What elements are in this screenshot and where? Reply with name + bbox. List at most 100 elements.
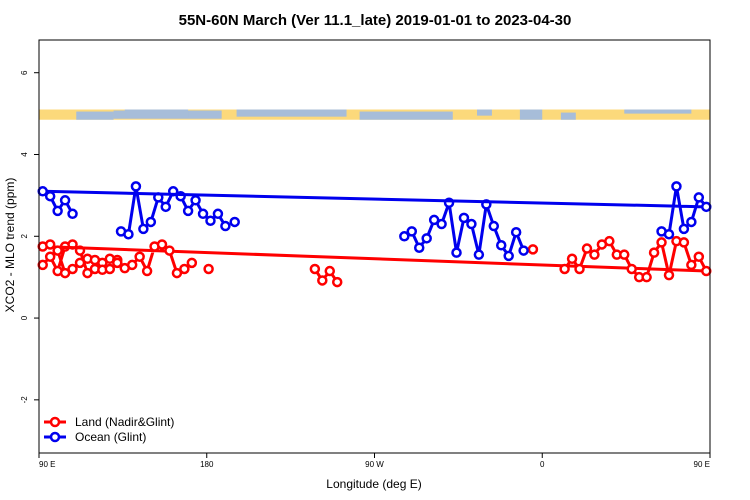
data-point <box>458 212 470 224</box>
data-point <box>574 263 585 275</box>
x-tick-label: 180 <box>200 460 214 469</box>
legend-land-marker <box>49 416 61 428</box>
data-point <box>559 263 570 275</box>
data-point <box>589 249 600 260</box>
series-land <box>37 235 712 288</box>
data-point <box>156 239 168 250</box>
legend-land-label: Land (Nadir&Glint) <box>75 415 174 429</box>
data-point <box>44 251 56 262</box>
x-tick-label: 90 W <box>365 460 384 469</box>
data-point <box>179 263 190 275</box>
y-tick-label: -2 <box>20 396 29 404</box>
data-point <box>190 195 201 206</box>
legend-item-land: Land (Nadir&Glint) <box>44 415 174 429</box>
data-point <box>220 220 231 232</box>
data-point <box>112 257 123 269</box>
data-point <box>186 257 198 269</box>
landmask-ocean <box>624 109 692 114</box>
series-ocean <box>37 181 712 262</box>
data-point <box>604 235 615 247</box>
data-point <box>686 259 697 271</box>
x-tick-label: 90 E <box>39 460 55 469</box>
data-point <box>421 233 432 244</box>
data-point <box>693 251 705 262</box>
data-point <box>331 276 343 288</box>
landmask-ocean <box>477 109 492 116</box>
legend-item-ocean: Ocean (Glint) <box>44 430 146 444</box>
data-point <box>663 269 675 281</box>
data-point <box>399 231 410 242</box>
data-point <box>701 201 712 213</box>
data-point <box>656 237 667 248</box>
data-point <box>229 216 240 228</box>
data-point <box>145 216 157 228</box>
legend-ocean-marker <box>49 431 61 443</box>
data-point <box>309 263 321 275</box>
data-point <box>317 275 328 286</box>
data-point <box>619 249 630 260</box>
landmask-ocean <box>560 112 576 120</box>
data-point <box>488 220 500 232</box>
data-point <box>648 247 660 258</box>
data-point <box>134 251 145 262</box>
data-point <box>510 226 522 238</box>
data-point <box>130 181 142 192</box>
data-point <box>59 195 71 206</box>
data-point <box>473 249 485 260</box>
data-point <box>212 208 224 220</box>
data-point <box>406 226 418 237</box>
data-point <box>138 223 149 235</box>
data-point <box>518 245 529 256</box>
data-point <box>701 265 712 277</box>
data-point <box>197 208 209 220</box>
x-axis-label: Longitude (deg E) <box>326 477 421 491</box>
y-tick-label: 0 <box>20 315 29 320</box>
series-line <box>313 268 339 283</box>
y-axis: -2 0 2 4 6 <box>20 70 39 403</box>
data-point <box>626 263 637 275</box>
y-axis-label: XCO2 - MLO trend (ppm) <box>3 178 17 313</box>
data-point <box>671 181 682 192</box>
chart-title: 55N-60N March (Ver 11.1_late) 2019-01-01… <box>179 12 572 29</box>
y-tick-label: 4 <box>20 152 29 157</box>
landmask-band <box>39 109 710 120</box>
landmask-ocean <box>124 109 189 118</box>
data-point <box>581 243 593 254</box>
data-point <box>67 208 78 220</box>
y-tick-label: 6 <box>20 70 29 75</box>
data-point <box>123 228 134 240</box>
data-point <box>82 267 93 279</box>
landmask-ocean <box>519 109 543 120</box>
legend: Land (Nadir&Glint) Ocean (Glint) <box>44 415 174 444</box>
data-point <box>126 259 138 271</box>
data-point <box>141 265 153 277</box>
data-point <box>641 271 652 283</box>
data-point <box>182 205 194 217</box>
data-point <box>678 223 690 235</box>
data-point <box>436 218 447 230</box>
data-point <box>466 218 477 230</box>
landmask-ocean <box>359 111 453 120</box>
landmask-ocean <box>76 111 114 120</box>
data-point <box>203 263 214 275</box>
data-point <box>428 214 440 226</box>
plot-frame <box>38 39 711 454</box>
landmask-ocean <box>236 109 347 117</box>
data-point <box>686 216 697 228</box>
data-point <box>205 215 216 226</box>
x-tick-label: 0 <box>540 460 545 469</box>
data-point <box>59 267 71 279</box>
data-point <box>693 192 705 203</box>
data-point <box>663 228 675 240</box>
data-point <box>678 237 690 248</box>
data-point <box>413 242 425 253</box>
data-point <box>44 239 56 250</box>
plot-area <box>37 181 712 288</box>
data-point <box>451 247 462 258</box>
data-point <box>44 190 56 202</box>
x-axis: 90 E 180 90 W 0 90 E <box>38 453 711 469</box>
data-point <box>171 267 183 279</box>
data-point <box>495 240 507 251</box>
data-point <box>89 254 101 266</box>
